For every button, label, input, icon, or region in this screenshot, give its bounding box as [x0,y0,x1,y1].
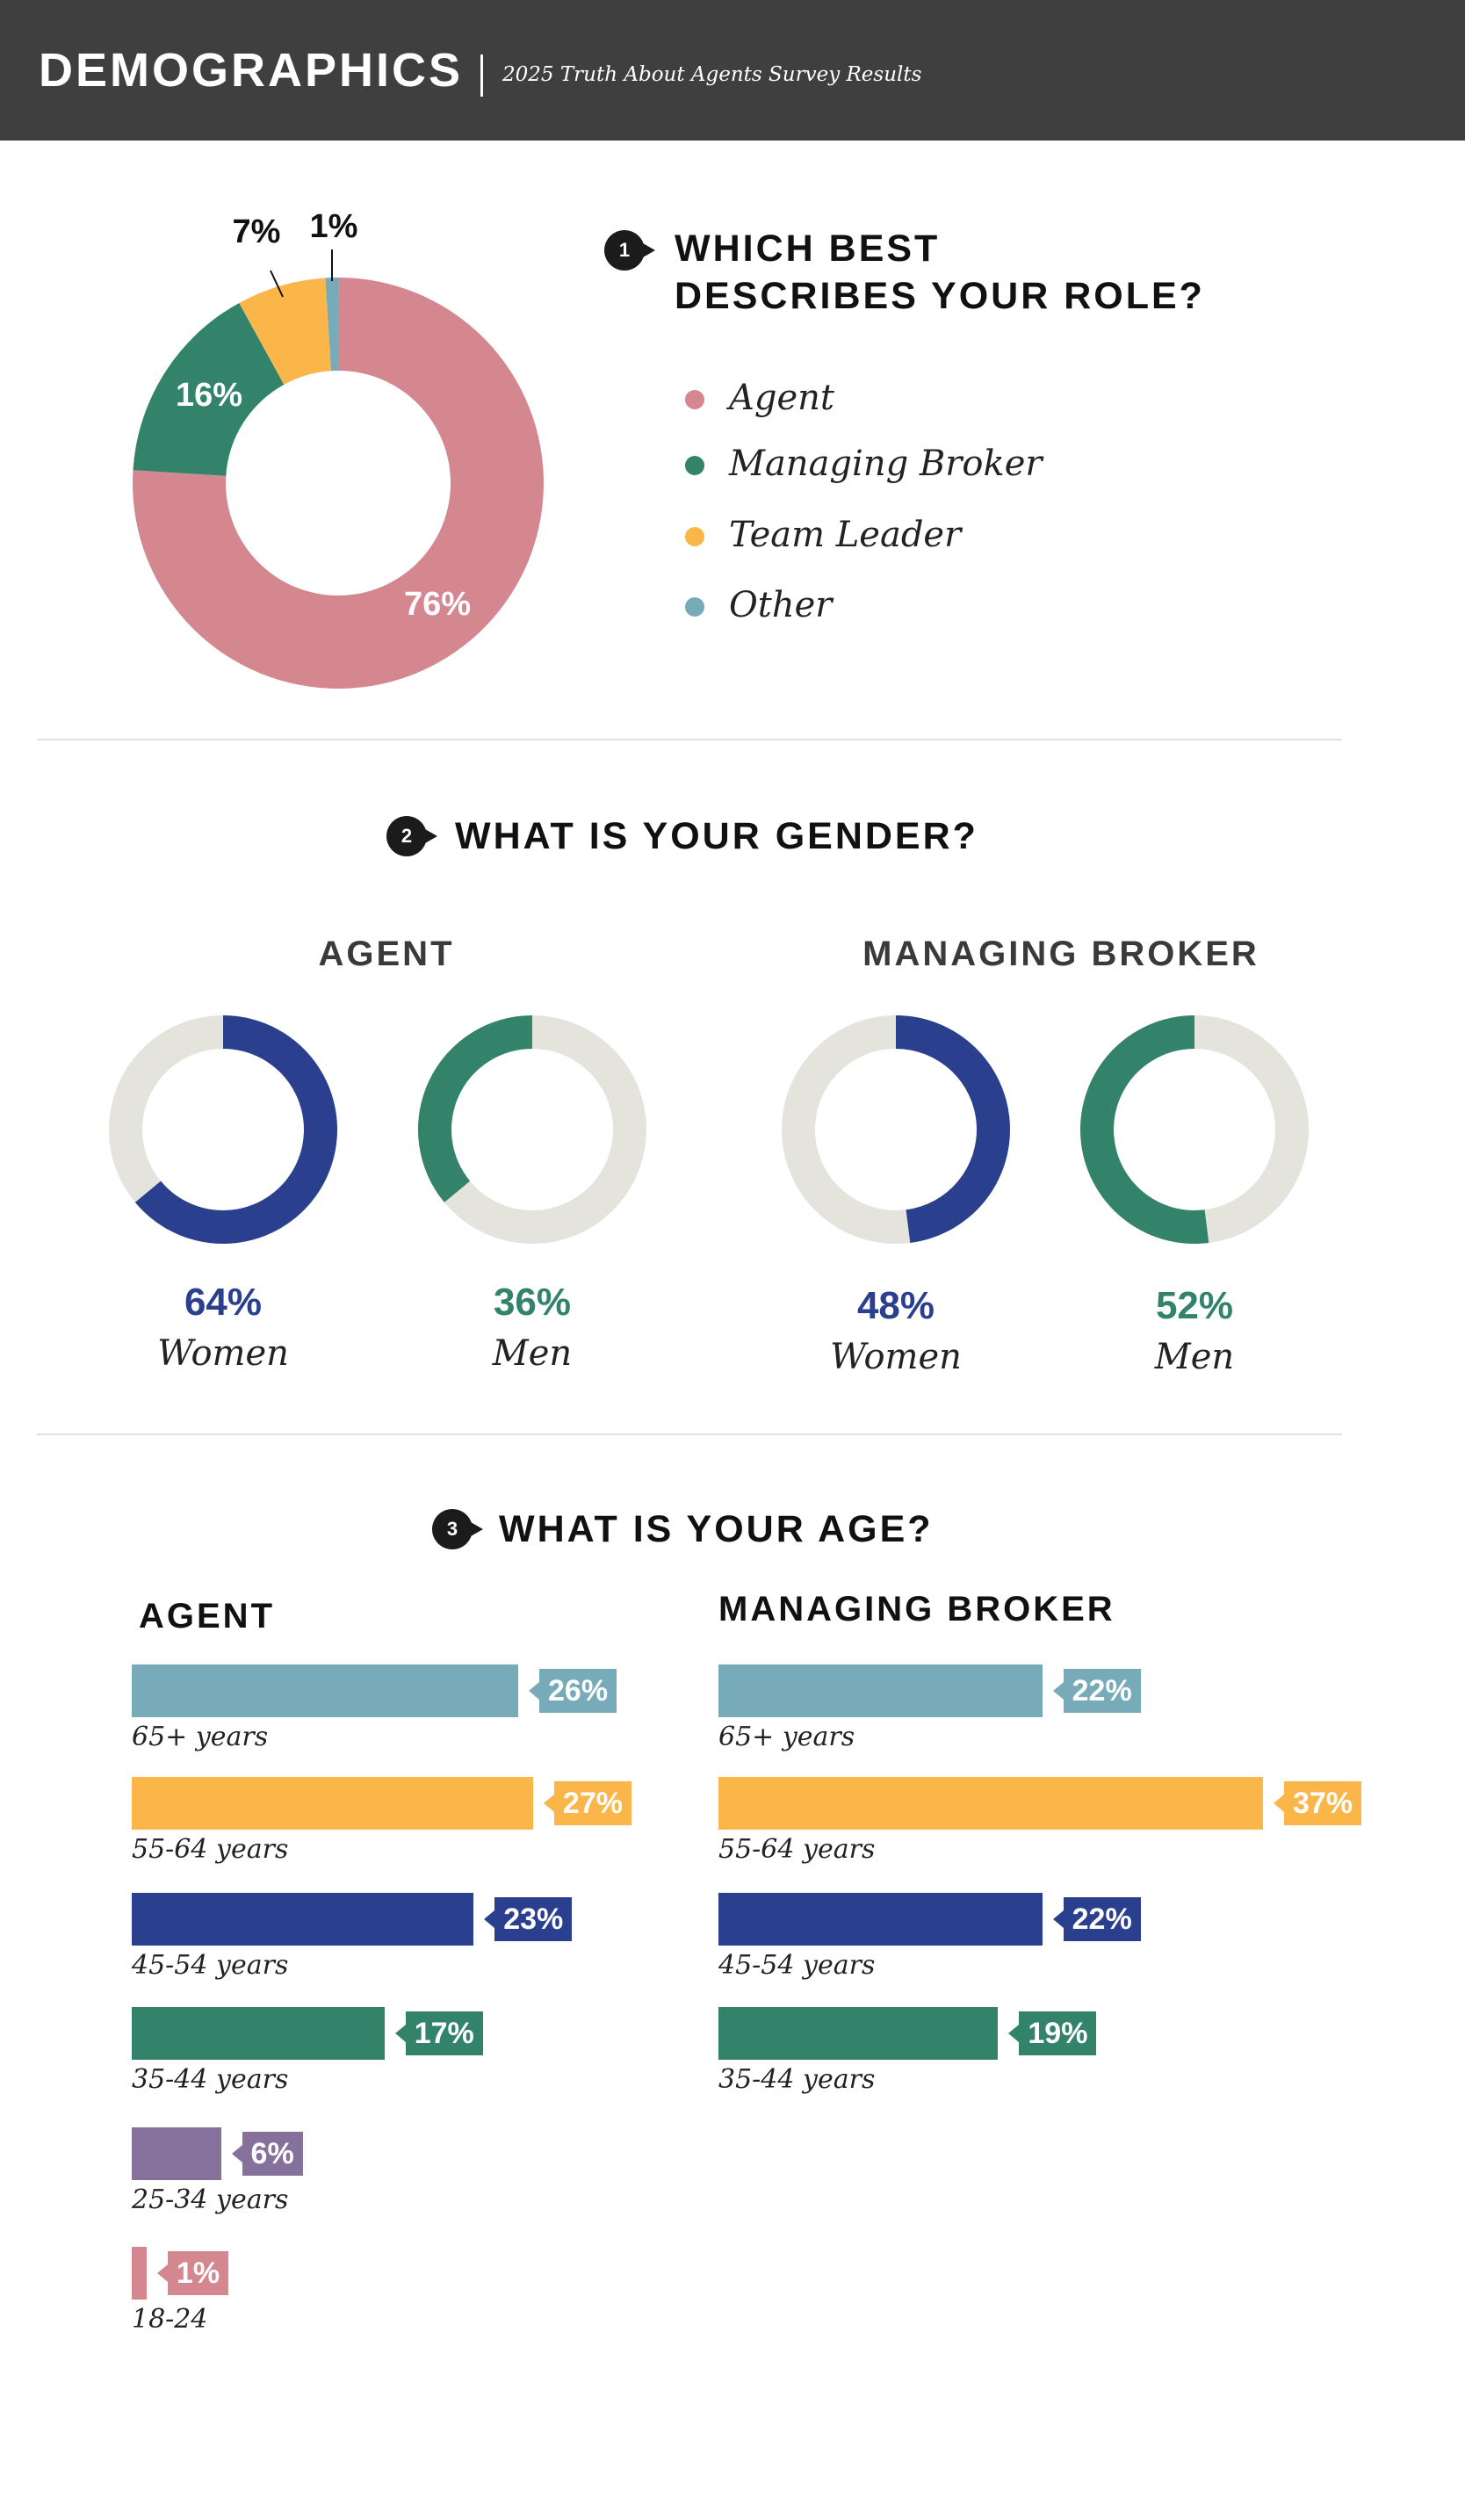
legend-dot-icon [685,527,704,546]
age-bar-managing-broker-65-years [718,1664,1043,1717]
age-value-label-managing-broker-45-54-years: 22% [1052,1897,1141,1941]
age-bar-managing-broker-35-44-years [718,2007,999,2060]
age-category-label-managing-broker-35-44-years: 35-44 years [718,2064,876,2095]
role-leader-line-team-leader [270,270,284,298]
question-3-badge: 3 [432,1509,483,1549]
gender-donut-agent-men [418,1015,646,1244]
age-category-label-managing-broker-45-54-years: 45-54 years [718,1950,876,1981]
role-slice-managing-broker [133,302,285,476]
header-bar: DEMOGRAPHICS 2025 Truth About Agents Sur… [0,0,1465,141]
header-divider [480,54,483,97]
page-title: DEMOGRAPHICS [39,44,464,97]
age-bar-agent-45-54-years [132,1893,474,1946]
donut-value-arc [418,1015,532,1202]
age-value-label-managing-broker-65-years: 22% [1052,1669,1141,1713]
age-value-label-agent-25-34-years: 6% [231,2132,303,2176]
role-slice-team-leader [239,278,331,385]
donut-value-arc [1080,1015,1209,1244]
age-bar-managing-broker-55-64-years [718,1777,1263,1830]
age-value-label-agent-18-24: 1% [156,2251,229,2295]
age-bar-agent-65-years [132,1664,518,1717]
age-category-label-agent-65-years: 65+ years [132,1722,269,1752]
role-slice-agent [132,278,544,689]
age-bar-agent-55-64-years [132,1777,533,1830]
page-subtitle: 2025 Truth About Agents Survey Results [502,63,922,86]
question-1-title-line1: WHICH BEST [675,227,941,270]
legend-label: Managing Broker [729,444,1043,484]
role-slice-label-agent: 76% [404,586,471,623]
age-value-label-agent-45-54-years: 23% [484,1897,573,1941]
role-slice-other [325,278,338,372]
question-2-title: WHAT IS YOUR GENDER? [455,815,978,857]
legend-dot-icon [685,390,704,409]
legend-label: Agent [729,378,834,418]
gender-pct-agent-women: 64% [184,1281,263,1324]
age-bar-agent-25-34-years [132,2127,221,2180]
gender-pct-managing-broker-men: 52% [1155,1284,1234,1327]
age-category-label-agent-18-24: 18-24 [132,2304,208,2335]
gender-donut-managing-broker-men [1080,1015,1309,1244]
role-slice-label-managing-broker: 16% [176,377,242,414]
gender-label-managing-broker-women: Women [830,1337,962,1377]
age-bar-managing-broker-45-54-years [718,1893,1043,1946]
legend-label: Other [729,585,833,625]
question-1-badge: 1 [604,230,655,271]
role-slice-label-team-leader: 7% [233,213,281,250]
age-category-label-managing-broker-65-years: 65+ years [718,1722,855,1752]
age-broker-title: MANAGING BROKER [718,1590,1115,1628]
gender-broker-title: MANAGING BROKER [862,935,1259,973]
age-category-label-agent-35-44-years: 35-44 years [132,2064,289,2095]
legend-label: Team Leader [729,515,962,555]
question-3-title: WHAT IS YOUR AGE? [499,1508,934,1550]
age-bar-agent-18-24 [132,2247,147,2300]
legend-dot-icon [685,456,704,475]
question-2-badge: 2 [386,816,437,856]
age-category-label-agent-45-54-years: 45-54 years [132,1950,289,1981]
gender-label-managing-broker-men: Men [1154,1337,1235,1377]
age-value-label-managing-broker-55-64-years: 37% [1273,1781,1362,1825]
age-category-label-agent-25-34-years: 25-34 years [132,2184,289,2215]
donut-value-arc [134,1015,337,1244]
section-divider-2 [37,1433,1342,1435]
age-bar-agent-35-44-years [132,2007,385,2060]
gender-donut-managing-broker-women [782,1015,1011,1244]
age-value-label-managing-broker-35-44-years: 19% [1008,2011,1097,2055]
age-agent-title: AGENT [139,1597,275,1635]
role-slice-label-other: 1% [310,208,358,245]
age-category-label-managing-broker-55-64-years: 55-64 years [718,1834,876,1865]
age-value-label-agent-35-44-years: 17% [394,2011,483,2055]
gender-label-agent-men: Men [492,1333,573,1374]
age-value-label-agent-65-years: 26% [528,1669,617,1713]
donut-value-arc [896,1015,1011,1243]
gender-pct-managing-broker-women: 48% [856,1284,935,1327]
gender-donut-agent-women [109,1015,337,1244]
legend-dot-icon [685,597,704,617]
age-value-label-agent-55-64-years: 27% [543,1781,631,1825]
question-1-title-line2: DESCRIBES YOUR ROLE? [675,275,1205,317]
gender-agent-title: AGENT [318,935,455,973]
age-category-label-agent-55-64-years: 55-64 years [132,1834,289,1865]
role-donut-chart: 76% 16% 7% 1% [132,208,544,689]
gender-pct-agent-men: 36% [493,1281,572,1324]
gender-label-agent-women: Women [157,1333,289,1374]
section-divider-1 [37,739,1342,740]
